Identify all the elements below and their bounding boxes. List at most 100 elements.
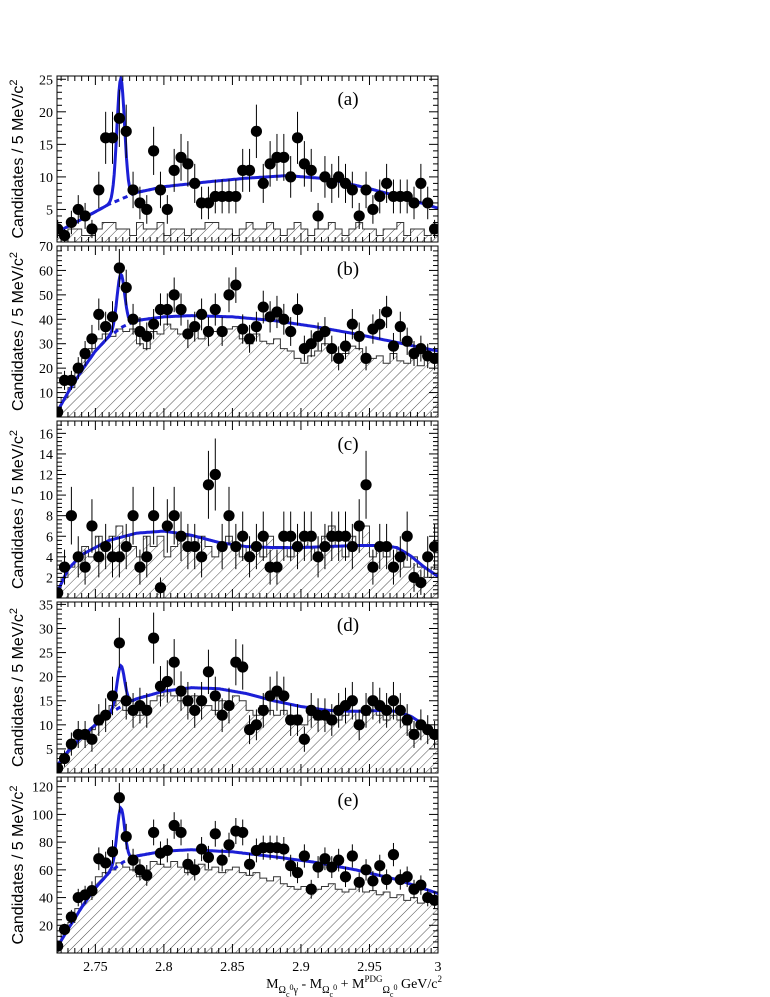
data-point <box>271 306 283 318</box>
data-point <box>216 854 228 866</box>
y-axis-label-text: Candidates / 5 MeV/c <box>10 436 27 589</box>
y-tick-label: 40 <box>39 892 53 907</box>
data-point <box>93 551 105 563</box>
data-point <box>195 551 208 563</box>
data-point <box>243 164 256 176</box>
x-axis-label-part: 2 <box>438 974 443 984</box>
background-histogram <box>57 221 438 242</box>
data-point <box>237 323 249 335</box>
data-point <box>209 303 221 316</box>
data-point <box>168 656 180 668</box>
data-point <box>291 303 304 316</box>
data-point <box>367 875 379 887</box>
y-tick-label: 15 <box>39 695 53 710</box>
data-point <box>401 335 413 347</box>
data-point <box>237 826 249 839</box>
data-point <box>387 340 400 352</box>
data-point <box>250 125 263 137</box>
data-point <box>278 151 290 163</box>
panel-label: (e) <box>337 790 358 811</box>
x-axis-label-part: 0 <box>393 983 397 992</box>
data-point <box>415 343 427 355</box>
data-point <box>381 873 393 886</box>
data-point <box>134 561 146 573</box>
y-axis-label: Candidates / 5 MeV/c2 <box>8 785 27 944</box>
y-axis-label-text: Candidates / 5 MeV/c <box>10 614 27 767</box>
data-point <box>86 733 98 745</box>
y-tick-label: 35 <box>39 598 53 613</box>
data-point <box>216 325 228 338</box>
y-tick-label: 12 <box>39 469 53 484</box>
data-point <box>58 229 71 242</box>
y-axis-label-sup: 2 <box>8 252 20 258</box>
data-point <box>291 132 304 144</box>
data-point <box>381 177 393 190</box>
panel-frame <box>56 245 439 418</box>
data-point <box>360 704 372 716</box>
data-point <box>189 177 201 190</box>
x-tick-label: 3 <box>435 960 442 975</box>
data-point <box>57 940 64 952</box>
panel-d: 5 10 15 20 25 30 35 (d) Candidates / 5 MeV/c2 <box>8 598 439 774</box>
data-point <box>189 540 201 553</box>
data-point <box>387 695 400 707</box>
data-point <box>250 719 263 731</box>
y-tick-label: 50 <box>39 289 53 304</box>
x-axis-label-part: Ω <box>382 985 389 996</box>
y-axis-label-text: Candidates / 5 MeV/c <box>10 792 27 945</box>
data-point <box>333 352 345 364</box>
y-axis-label: Candidates / 5 MeV/c2 <box>8 79 27 238</box>
panel-label: (c) <box>337 434 358 455</box>
data-point <box>65 911 77 923</box>
x-axis-label-part: - M <box>298 977 323 992</box>
background-histogram <box>57 861 438 953</box>
data-point <box>346 540 358 553</box>
y-tick-label: 100 <box>32 808 53 823</box>
data-point <box>353 330 365 342</box>
data-point <box>257 301 269 313</box>
data-point <box>175 530 187 542</box>
data-point <box>86 223 98 235</box>
x-axis-label-part: 0 <box>333 983 337 992</box>
data-point <box>79 561 91 573</box>
data-point <box>346 184 358 196</box>
data-point <box>223 699 235 712</box>
fit-total-curve <box>57 271 438 413</box>
data-point <box>86 333 98 345</box>
fit-total-curve <box>57 663 438 767</box>
data-point <box>346 695 358 707</box>
data-point <box>161 844 173 857</box>
data-point <box>161 203 173 216</box>
data-point <box>127 313 139 325</box>
x-tick-label: 2.95 <box>357 960 382 975</box>
data-point <box>175 826 187 839</box>
data-point <box>168 819 180 832</box>
data-point <box>250 321 263 333</box>
data-point <box>291 714 304 726</box>
data-point <box>154 582 167 594</box>
data-point <box>141 869 153 881</box>
y-tick-label: 8 <box>46 510 53 525</box>
data-point <box>148 826 160 839</box>
data-point <box>195 695 208 707</box>
data-point <box>175 685 187 697</box>
data-point <box>326 343 338 355</box>
data-point <box>141 330 153 342</box>
x-tick-label: 2.75 <box>83 960 108 975</box>
x-axis-label: MΩc0γ - MΩc0 + MPDGΩc0 GeV/c2 <box>266 974 442 997</box>
y-tick-label: 120 <box>32 781 53 796</box>
data-point <box>230 279 242 291</box>
plot-area <box>57 438 438 598</box>
data-point <box>305 338 317 350</box>
data-point <box>79 210 91 222</box>
y-tick-label: 25 <box>39 647 53 662</box>
data-point <box>58 752 71 765</box>
data-point <box>106 132 119 144</box>
data-point <box>415 576 427 589</box>
x-axis-label-part: c <box>330 990 334 997</box>
data-point <box>216 709 228 721</box>
data-point <box>113 792 125 804</box>
data-point <box>148 510 160 522</box>
data-point <box>120 125 132 137</box>
